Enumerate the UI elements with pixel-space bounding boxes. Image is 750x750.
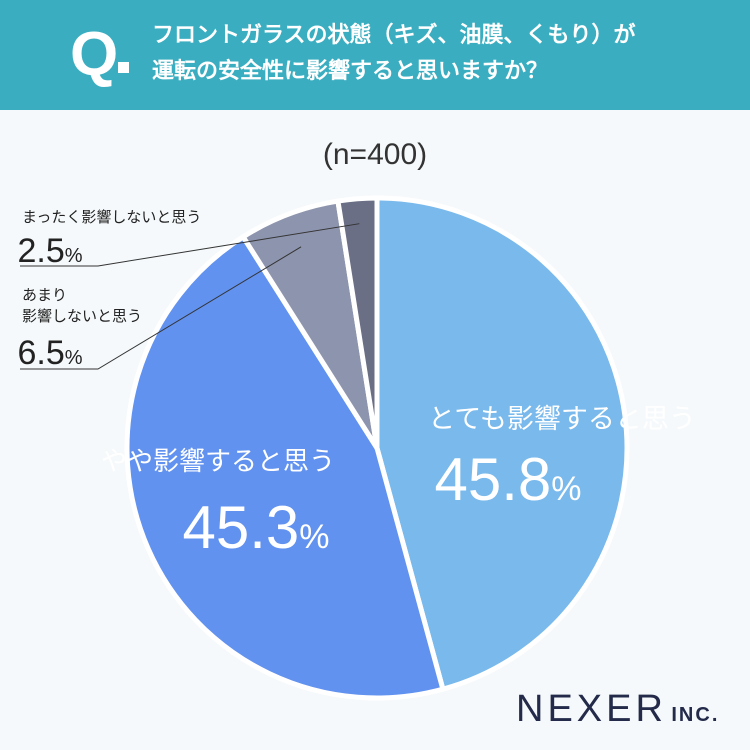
slice-3-leader-line (20, 246, 302, 370)
question-text: フロントガラスの状態（キズ、油膜、くもり）が 運転の安全性に影響すると思いますか… (152, 18, 742, 90)
question-banner: Q フロントガラスの状態（キズ、油膜、くもり）が 運転の安全性に影響すると思いま… (0, 0, 750, 110)
slice-4-value-unit: % (65, 245, 83, 267)
slice-3-label-line-1: あまり (22, 286, 67, 304)
sample-size: (n=400) (322, 138, 428, 171)
slice-1-value: 45.8% (434, 446, 581, 513)
question-line-1: フロントガラスの状態（キズ、油膜、くもり）が (152, 23, 636, 48)
logo-suffix: INC. (671, 704, 720, 726)
slice-4-label: まったく影響しないと思う (22, 208, 201, 226)
nexer-logo: NEXER INC. (516, 688, 719, 731)
slice-3-value: 6.5% (17, 334, 82, 372)
question-line-2: 運転の安全性に影響すると思いますか？ (152, 59, 549, 84)
slice-1-value-number: 45.8 (434, 446, 551, 513)
q-mark: Q (70, 20, 119, 89)
slice-3-value-unit: % (65, 347, 83, 369)
slice-1-label: とても影響すると思う (428, 404, 696, 435)
slice-3-label-line-2: 影響しないと思う (22, 307, 142, 325)
slice-4-leader-line (20, 223, 360, 267)
logo-main: NEXER (516, 688, 667, 730)
pie-slice-1 (374, 195, 630, 692)
slice-2-value-unit: % (299, 518, 329, 556)
slice-2-value-number: 45.3 (182, 494, 299, 561)
q-dot (118, 62, 129, 73)
pie-slice-2 (124, 234, 446, 701)
slice-2-label: やや影響すると思う (101, 447, 335, 477)
slice-3-value-number: 6.5 (17, 334, 64, 372)
slice-2-value: 45.3% (182, 494, 329, 561)
slice-1-value-unit: % (551, 470, 581, 508)
pie-slice-4 (335, 195, 380, 451)
slice-4-value-number: 2.5 (17, 232, 64, 270)
slice-4-value: 2.5% (17, 232, 82, 270)
